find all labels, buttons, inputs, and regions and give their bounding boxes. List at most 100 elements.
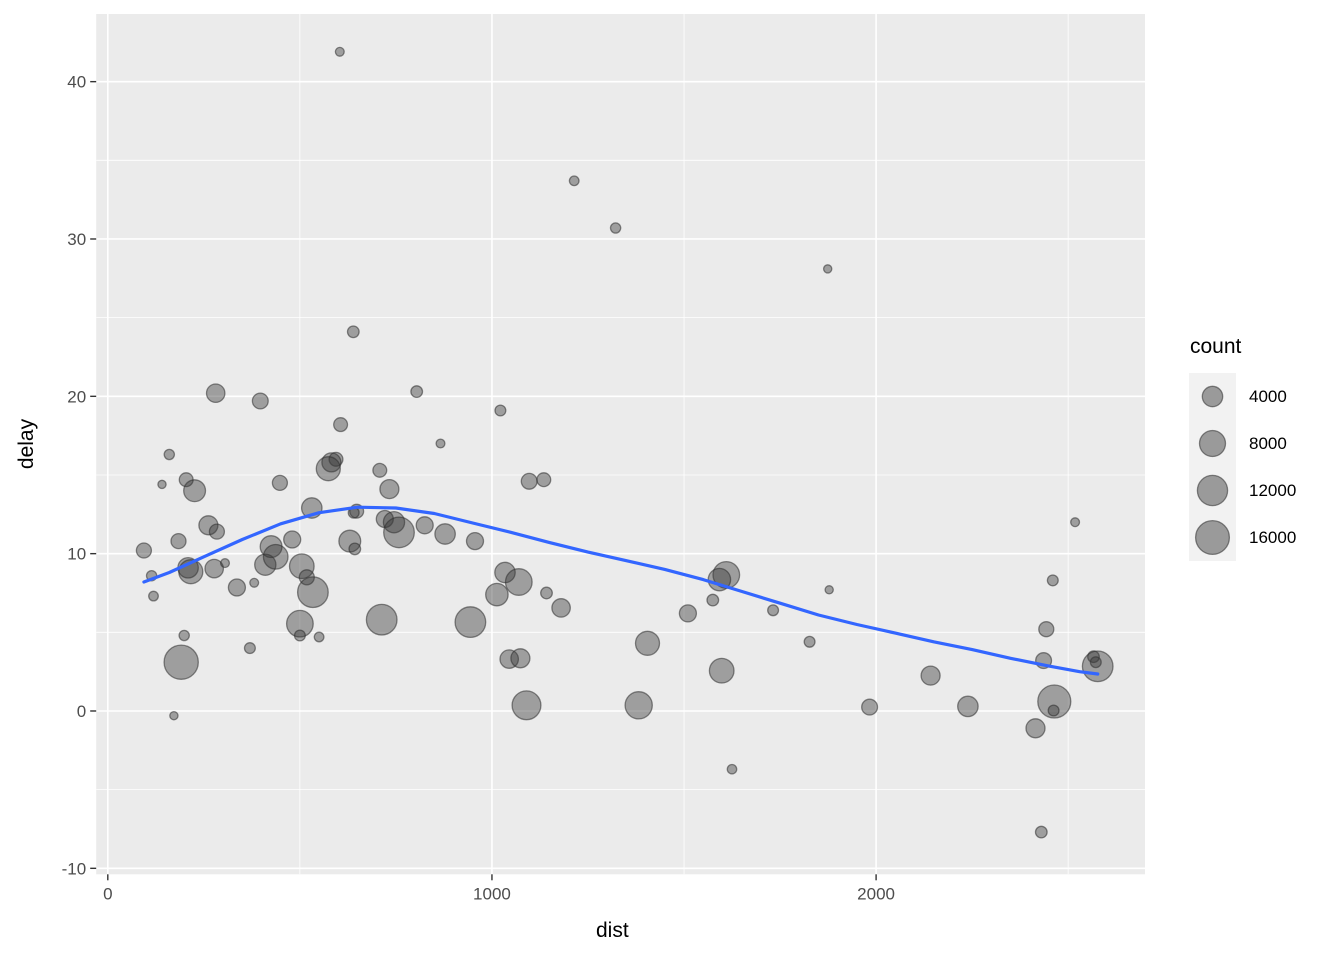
- legend-size-circle: [1194, 519, 1231, 556]
- legend: count 4000 8000 12000 16000: [1189, 335, 1339, 561]
- x-tick-label: 0: [103, 884, 112, 903]
- data-bubble: [861, 698, 879, 716]
- legend-entry-label: 8000: [1249, 433, 1287, 453]
- data-bubble: [157, 479, 167, 490]
- data-bubble: [254, 553, 277, 576]
- data-bubble: [1047, 704, 1060, 717]
- data-bubble: [465, 531, 485, 551]
- legend-entry-label: 12000: [1249, 480, 1297, 500]
- data-bubble: [170, 532, 187, 550]
- data-bubble: [296, 576, 329, 609]
- x-axis-title: dist: [596, 919, 629, 942]
- y-tick-label: 20: [67, 387, 86, 406]
- data-bubble: [288, 553, 315, 580]
- data-bubble: [249, 577, 260, 588]
- data-bubble: [767, 604, 780, 617]
- data-bubble: [148, 590, 159, 602]
- data-bubble: [283, 530, 302, 549]
- x-tick-label: 2000: [857, 884, 895, 903]
- data-bubble: [178, 629, 190, 642]
- data-bubble: [634, 630, 661, 656]
- data-bubble: [1038, 621, 1055, 638]
- legend-entry: 4000: [1189, 373, 1339, 420]
- data-bubble: [822, 264, 833, 274]
- data-bubble: [333, 417, 349, 433]
- data-bubble: [540, 586, 553, 600]
- data-bubble: [499, 649, 520, 669]
- data-bubble: [824, 585, 834, 595]
- legend-size-circle: [1198, 429, 1227, 458]
- data-bubble: [678, 604, 698, 623]
- legend-key-background: [1189, 514, 1236, 561]
- data-bubble: [1070, 517, 1081, 528]
- data-bubble: [504, 568, 533, 596]
- data-bubble: [372, 462, 388, 478]
- data-bubble: [511, 690, 542, 721]
- data-bubble: [434, 523, 456, 545]
- data-bubble: [348, 542, 362, 556]
- data-bubble: [205, 383, 226, 404]
- data-bubble: [293, 629, 306, 642]
- data-bubble: [520, 472, 538, 490]
- legend-entry: 12000: [1189, 467, 1339, 514]
- data-bubble: [510, 648, 531, 669]
- data-bubble: [135, 542, 153, 559]
- plot-panel: [96, 14, 1146, 875]
- x-tick-label: 1000: [473, 884, 511, 903]
- data-bubble: [920, 665, 941, 686]
- legend-key-background: [1189, 373, 1236, 420]
- data-bubble: [536, 472, 552, 488]
- legend-key-background: [1189, 420, 1236, 467]
- data-bubble: [334, 46, 345, 57]
- data-bubble: [410, 385, 424, 399]
- data-bubble: [271, 474, 289, 492]
- data-bubble: [415, 516, 434, 535]
- data-bubble: [609, 222, 622, 234]
- legend-title: count: [1190, 335, 1242, 358]
- legend-entry: 16000: [1189, 514, 1339, 561]
- data-bubble: [551, 598, 571, 618]
- data-bubble: [1037, 684, 1072, 719]
- legend-size-circle: [1196, 474, 1229, 507]
- data-bubble: [227, 578, 247, 597]
- data-bubble: [435, 438, 446, 449]
- data-bubble: [568, 175, 580, 187]
- data-bubble: [183, 479, 207, 503]
- data-bubble: [251, 392, 269, 410]
- data-bubble: [204, 558, 225, 579]
- data-bubble: [313, 631, 325, 643]
- data-bubble: [198, 515, 219, 536]
- data-bubble: [346, 325, 360, 339]
- data-bubble: [494, 404, 507, 417]
- data-bubble: [708, 657, 735, 684]
- y-tick-label: 0: [77, 702, 86, 721]
- data-bubble: [706, 593, 720, 607]
- data-bubble: [485, 582, 509, 607]
- data-bubble: [803, 635, 816, 648]
- data-bubble: [208, 523, 226, 540]
- data-bubble: [1046, 574, 1059, 587]
- data-bubble: [169, 710, 179, 721]
- legend-key-swatch: [1189, 514, 1236, 561]
- y-tick-label: -10: [62, 859, 87, 878]
- legend-key-swatch: [1189, 467, 1236, 514]
- legend-entry: 8000: [1189, 420, 1339, 467]
- legend-size-circle: [1201, 385, 1224, 408]
- legend-entry-label: 16000: [1249, 527, 1297, 547]
- data-bubble: [454, 606, 487, 639]
- data-bubble: [243, 642, 256, 655]
- data-bubble: [1081, 650, 1114, 683]
- y-tick-label: 10: [67, 545, 86, 564]
- data-bubble: [383, 516, 415, 549]
- legend-entry-label: 4000: [1249, 386, 1287, 406]
- data-bubble: [1089, 656, 1102, 669]
- data-bubble: [1034, 825, 1048, 839]
- data-bubble: [957, 695, 979, 718]
- data-bubble: [163, 448, 176, 461]
- y-axis-title: delay: [15, 418, 38, 470]
- y-tick-label: 40: [67, 73, 86, 92]
- data-bubble: [262, 543, 289, 570]
- legend-key-swatch: [1189, 373, 1236, 420]
